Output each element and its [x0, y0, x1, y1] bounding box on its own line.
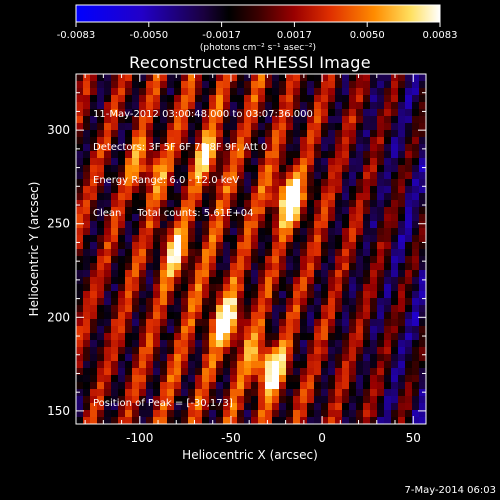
peak-position-label: Position of Peak = [-30,173] — [93, 398, 233, 409]
colorbar-tick-label: -0.0050 — [129, 30, 168, 41]
colorbar-tick-label: 0.0050 — [350, 30, 385, 41]
info-block: 11-May-2012 03:00:48.000 to 03:07:36.000… — [93, 87, 313, 230]
axis-tick-labels: -100 -50 0 50 150 200 250 300 — [47, 123, 421, 445]
colorbar: -0.0083 -0.0050 -0.0017 0.0017 0.0050 0.… — [57, 4, 458, 53]
y-tick-label: 200 — [47, 310, 70, 324]
y-axis-label: Heliocentric Y (arcsec) — [27, 182, 41, 317]
colorbar-ticks — [75, 22, 441, 27]
colorbar-tick-label: -0.0017 — [202, 30, 241, 41]
y-tick-label: 250 — [47, 217, 70, 231]
colorbar-gradient — [75, 4, 441, 23]
y-tick-label: 150 — [47, 404, 70, 418]
map-title: Reconstructed RHESSI Image — [129, 53, 371, 72]
y-tick-label: 300 — [47, 123, 70, 137]
info-clean-counts: Clean Total counts: 5.61E+04 — [93, 208, 254, 219]
x-tick-label: -100 — [126, 431, 153, 445]
plot-frame — [75, 73, 427, 425]
x-axis-label: Heliocentric X (arcsec) — [182, 448, 318, 462]
info-energy-range: Energy Range: 6.0 - 12.0 keV — [93, 175, 240, 186]
x-tick-label: -50 — [221, 431, 241, 445]
x-tick-label: 0 — [318, 431, 326, 445]
footer-date: 7-May-2014 06:03 — [404, 485, 496, 496]
image-heatmap — [76, 74, 427, 425]
colorbar-tick-label: -0.0083 — [57, 30, 96, 41]
x-tick-label: 50 — [406, 431, 421, 445]
axis-ticks — [76, 74, 426, 424]
colorbar-tick-label: 0.0017 — [277, 30, 312, 41]
colorbar-tick-label: 0.0083 — [423, 30, 458, 41]
info-detectors: Detectors: 3F 5F 6F 7F 8F 9F, Att 0 — [93, 142, 268, 153]
info-time-range: 11-May-2012 03:00:48.000 to 03:07:36.000 — [93, 109, 313, 120]
colorbar-unit-label: (photons cm⁻² s⁻¹ asec⁻²) — [200, 43, 316, 53]
